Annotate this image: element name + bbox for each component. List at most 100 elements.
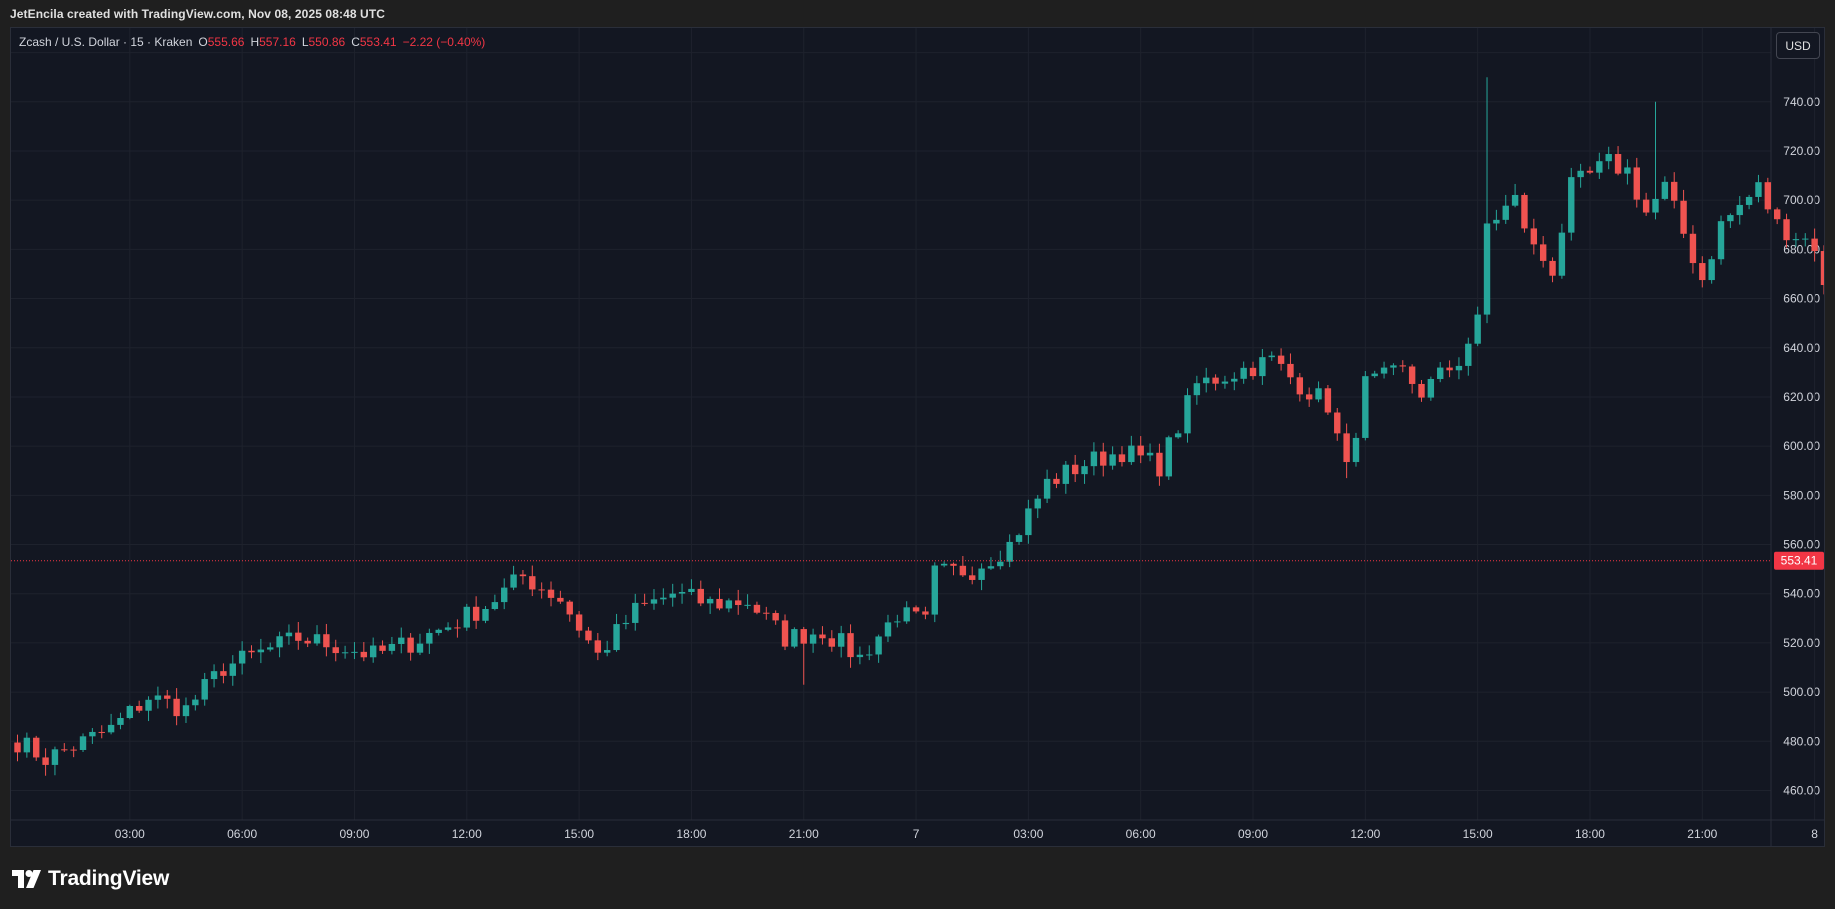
tradingview-logo: TradingView <box>12 866 169 892</box>
candle-body <box>1221 381 1229 384</box>
candle-body <box>894 621 901 623</box>
y-tick-label: 520.00 <box>1783 636 1820 650</box>
y-tick-label: 600.00 <box>1783 439 1820 453</box>
candle-body <box>856 654 864 658</box>
candle-body <box>435 629 442 633</box>
candle-body <box>1034 498 1041 509</box>
y-tick-label: 540.00 <box>1783 587 1820 601</box>
candle-body <box>847 633 854 658</box>
candle-body <box>472 606 480 621</box>
low-value: 550.86 <box>308 35 346 49</box>
candle-body <box>1305 394 1313 400</box>
candle-body <box>1081 466 1088 475</box>
candle-body <box>1455 365 1463 371</box>
candle-body <box>1427 378 1435 398</box>
candle-body <box>444 627 452 630</box>
candle-body <box>978 568 985 580</box>
candle-body <box>107 724 115 733</box>
candle-body <box>697 588 704 604</box>
candle-body <box>210 671 218 680</box>
candle-body <box>360 651 368 658</box>
candle-body <box>1128 445 1135 463</box>
x-tick-label: 21:00 <box>789 827 819 841</box>
y-tick-label: 560.00 <box>1783 538 1820 552</box>
close-value: 553.41 <box>359 35 397 49</box>
y-tick-label: 580.00 <box>1783 488 1820 502</box>
candle-body <box>931 565 938 615</box>
x-tick-label: 12:00 <box>452 827 482 841</box>
x-tick-label: 7 <box>913 827 920 841</box>
candle-body <box>1755 182 1762 197</box>
candle-body <box>192 699 199 706</box>
chart-pane[interactable]: 760.00740.00720.00700.00680.00660.00640.… <box>10 27 1825 847</box>
candle-body <box>819 634 826 639</box>
candle-body <box>969 575 976 580</box>
x-tick-label: 03:00 <box>115 827 145 841</box>
candle-body <box>557 597 564 602</box>
candle-body <box>23 737 31 753</box>
attribution-text: JetEncila created with TradingView.com, … <box>10 6 386 21</box>
candle-body <box>1287 363 1294 378</box>
candle-body <box>716 598 723 609</box>
y-tick-label: 680.00 <box>1783 242 1820 256</box>
candle-body <box>1437 367 1444 379</box>
candle-body <box>1539 244 1547 261</box>
candle-body <box>70 749 77 751</box>
candle-body <box>454 627 461 629</box>
candle-body <box>1708 259 1715 281</box>
candle-body <box>632 602 639 623</box>
candle-body <box>1558 232 1566 276</box>
candle-body <box>1062 464 1070 484</box>
candle-body <box>1352 437 1360 463</box>
tradingview-logo-icon <box>12 870 41 888</box>
candle-body <box>1568 177 1575 233</box>
candle-body <box>1530 228 1538 245</box>
x-tick-label: 12:00 <box>1350 827 1380 841</box>
y-tick-label: 660.00 <box>1783 292 1820 306</box>
candle-body <box>1792 239 1800 241</box>
candle-body <box>501 587 508 603</box>
candle-body <box>903 607 910 622</box>
candle-body <box>369 645 377 658</box>
candle-body <box>14 742 21 753</box>
candle-body <box>884 622 892 637</box>
change-value: −2.22 (−0.40%) <box>402 35 486 49</box>
open-label: O <box>198 35 208 49</box>
candle-body <box>603 650 611 653</box>
candle-body <box>678 591 686 594</box>
candle-body <box>922 611 929 615</box>
candle-body <box>313 634 321 644</box>
candle-body <box>351 651 358 653</box>
candle-body <box>997 561 1004 567</box>
candle-body <box>1783 219 1790 241</box>
y-tick-label: 740.00 <box>1783 95 1820 109</box>
x-tick-label: 03:00 <box>1013 827 1043 841</box>
candle-body <box>1399 365 1406 367</box>
candle-body <box>276 636 283 648</box>
candlestick-chart[interactable]: 760.00740.00720.00700.00680.00660.00640.… <box>11 28 1825 847</box>
candle-body <box>145 699 152 711</box>
symbol-name[interactable]: Zcash / U.S. Dollar · 15 · Kraken <box>19 35 193 49</box>
candle-body <box>538 589 545 591</box>
candle-body <box>229 663 236 676</box>
brand-name: TradingView <box>48 867 170 890</box>
candle-body <box>98 731 105 733</box>
high-label: H <box>250 35 260 49</box>
y-tick-label: 460.00 <box>1783 783 1820 797</box>
high-value: 557.16 <box>259 35 296 49</box>
currency-button[interactable]: USD <box>1776 32 1820 59</box>
candle-body <box>267 647 274 650</box>
candle-body <box>173 698 180 717</box>
candle-body <box>987 566 995 569</box>
candle-body <box>182 705 190 717</box>
candle-body <box>828 638 836 647</box>
candle-body <box>1605 154 1612 162</box>
candle-body <box>1315 388 1322 400</box>
candle-body <box>1624 167 1631 174</box>
candle-body <box>1109 454 1116 466</box>
candle-body <box>248 650 255 653</box>
candle-body <box>1043 478 1051 499</box>
candle-body <box>1203 377 1210 384</box>
x-tick-label: 21:00 <box>1687 827 1717 841</box>
candle-body <box>1231 378 1238 382</box>
